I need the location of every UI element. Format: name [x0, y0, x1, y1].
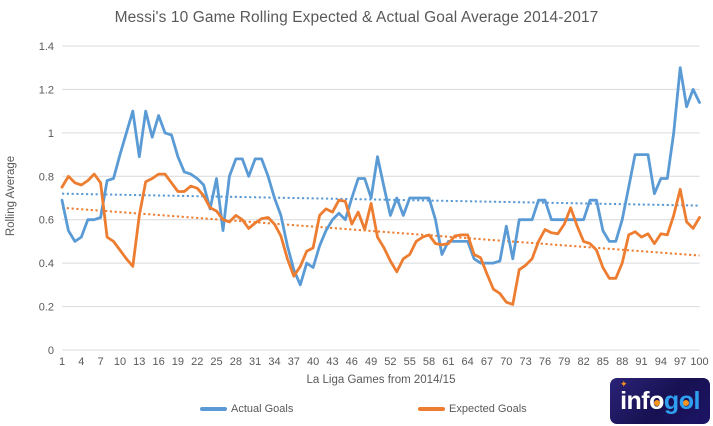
- x-tick-label: 1: [59, 356, 65, 368]
- y-tick-label: 1.2: [39, 84, 54, 96]
- chart-title: Messi's 10 Game Rolling Expected & Actua…: [114, 9, 599, 26]
- x-tick-label: 64: [462, 356, 474, 368]
- legend-item-expected-goals: Expected Goals: [418, 402, 527, 416]
- x-tick-label: 76: [539, 356, 551, 368]
- x-tick-label: 13: [133, 356, 145, 368]
- y-tick-label: 0.4: [39, 258, 54, 270]
- x-tick-label: 97: [674, 356, 686, 368]
- legend-label-expected-goals: Expected Goals: [449, 403, 527, 415]
- x-tick-label: 70: [500, 356, 512, 368]
- legend-label-actual-goals: Actual Goals: [231, 403, 294, 415]
- x-tick-label: 10: [114, 356, 126, 368]
- y-tick-label: 0: [48, 345, 54, 357]
- x-tick-label: 61: [442, 356, 454, 368]
- y-tick-label: 0.8: [39, 171, 54, 183]
- x-tick-label: 73: [520, 356, 532, 368]
- actual-goals-line: [60, 66, 701, 287]
- x-tick-label: 85: [597, 356, 609, 368]
- x-tick-label: 19: [172, 356, 184, 368]
- x-tick-label: 43: [326, 356, 338, 368]
- x-tick-label: 82: [577, 356, 589, 368]
- logo-text-inf: inf: [620, 386, 650, 415]
- x-tick-label: 31: [249, 356, 261, 368]
- x-tick-label: 16: [152, 356, 164, 368]
- x-tick-label: 52: [384, 356, 396, 368]
- x-axis-title: La Liga Games from 2014/15: [306, 374, 456, 386]
- actual-goals-trendline: [61, 192, 700, 207]
- expected-goals-line: [60, 172, 701, 306]
- expected-goals-swatch: [418, 407, 445, 411]
- x-tick-label: 4: [78, 356, 84, 368]
- actual-goals-swatch: [200, 407, 227, 411]
- x-tick-label: 40: [307, 356, 319, 368]
- x-tick-label: 91: [635, 356, 647, 368]
- legend-item-actual-goals: Actual Goals: [200, 402, 293, 416]
- expected-goals-trendline: [61, 206, 700, 257]
- x-tick-label: 88: [616, 356, 628, 368]
- logo-letter-g: g: [663, 386, 679, 415]
- x-tick-label: 100: [690, 356, 708, 368]
- x-tick-label: 55: [404, 356, 416, 368]
- x-tick-label: 67: [481, 356, 493, 368]
- x-tick-label: 46: [346, 356, 358, 368]
- infogol-logo: ✦ inf o g o l: [610, 378, 710, 424]
- x-tick-label: 25: [210, 356, 222, 368]
- x-tick-label: 49: [365, 356, 377, 368]
- x-tick-label: 94: [655, 356, 667, 368]
- y-tick-label: 1: [48, 128, 54, 140]
- x-tick-label: 34: [268, 356, 280, 368]
- y-tick-label: 0.2: [39, 302, 54, 314]
- x-tick-label: 7: [98, 356, 104, 368]
- logo-letter-o1: o: [649, 386, 664, 415]
- x-tick-label: 28: [230, 356, 242, 368]
- x-tick-label: 79: [558, 356, 570, 368]
- logo-letter-o2: o: [678, 386, 694, 415]
- y-tick-label: 0.6: [39, 215, 54, 227]
- sparkle-icon: ✦: [620, 379, 628, 389]
- x-tick-label: 37: [288, 356, 300, 368]
- y-tick-label: 1.4: [39, 41, 54, 53]
- logo-letter-l: l: [693, 386, 700, 415]
- x-tick-label: 22: [191, 356, 203, 368]
- x-tick-label: 58: [423, 356, 435, 368]
